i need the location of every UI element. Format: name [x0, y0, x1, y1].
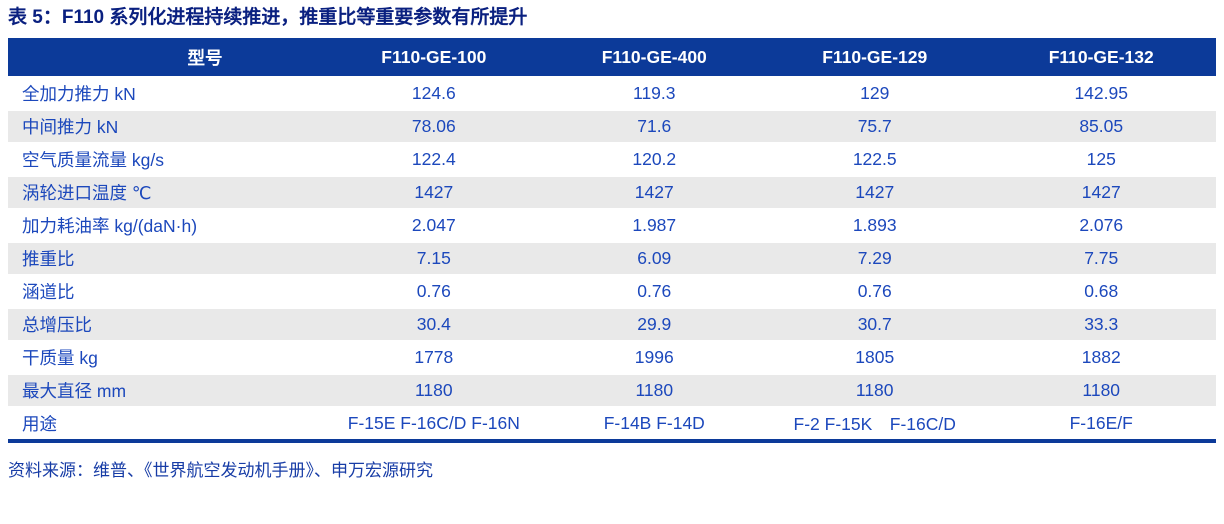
cell: 129 [762, 76, 987, 111]
cell: 33.3 [986, 307, 1216, 342]
row-label: 空气质量流量 kg/s [8, 142, 323, 177]
table-row: 涡轮进口温度 ℃ 1427 1427 1427 1427 [8, 175, 1216, 210]
column-header-model: 型号 [8, 38, 323, 77]
cell: 122.5 [762, 142, 987, 177]
cell: 1778 [322, 340, 546, 375]
cell: 1180 [545, 373, 763, 408]
cell: 78.06 [322, 109, 546, 144]
cell: 1.987 [545, 208, 763, 243]
column-header-f110-ge-100: F110-GE-100 [322, 38, 546, 77]
table-row: 干质量 kg 1778 1996 1805 1882 [8, 340, 1216, 375]
cell: 0.76 [322, 274, 546, 309]
cell: F-2 F-15K F-16C/D [762, 406, 987, 442]
table-header-row: 型号 F110-GE-100 F110-GE-400 F110-GE-129 F… [8, 38, 1216, 77]
cell: 1180 [986, 373, 1216, 408]
cell: 125 [986, 142, 1216, 177]
table-row: 中间推力 kN 78.06 71.6 75.7 85.05 [8, 109, 1216, 144]
cell: 29.9 [545, 307, 763, 342]
column-header-f110-ge-129: F110-GE-129 [762, 38, 987, 77]
row-label: 用途 [8, 406, 323, 442]
cell: 7.75 [986, 241, 1216, 276]
cell: 0.76 [545, 274, 763, 309]
cell: 2.047 [322, 208, 546, 243]
cell: 7.29 [762, 241, 987, 276]
cell: 85.05 [986, 109, 1216, 144]
row-label: 总增压比 [8, 307, 323, 342]
row-label: 涵道比 [8, 274, 323, 309]
cell: 122.4 [322, 142, 546, 177]
table-row: 用途 F-15E F-16C/D F-16N F-14B F-14D F-2 F-15… [8, 406, 1216, 442]
cell: 1427 [545, 175, 763, 210]
row-label: 最大直径 mm [8, 373, 323, 408]
row-label: 中间推力 kN [8, 109, 323, 144]
cell: 1805 [762, 340, 987, 375]
table-row: 最大直径 mm 1180 1180 1180 1180 [8, 373, 1216, 408]
column-header-f110-ge-400: F110-GE-400 [545, 38, 763, 77]
table-row: 全加力推力 kN 124.6 119.3 129 142.95 [8, 76, 1216, 111]
cell: 0.76 [762, 274, 987, 309]
row-label: 全加力推力 kN [8, 76, 323, 111]
cell: 71.6 [545, 109, 763, 144]
cell: F-15E F-16C/D F-16N [322, 406, 546, 442]
cell: 1882 [986, 340, 1216, 375]
cell: 1180 [762, 373, 987, 408]
row-label: 加力耗油率 kg/(daN·h) [8, 208, 323, 243]
table-row: 总增压比 30.4 29.9 30.7 33.3 [8, 307, 1216, 342]
row-label: 干质量 kg [8, 340, 323, 375]
table-body: 全加力推力 kN 124.6 119.3 129 142.95 中间推力 kN 78.06 7… [8, 76, 1216, 442]
cell: 75.7 [762, 109, 987, 144]
cell: 0.68 [986, 274, 1216, 309]
cell: 124.6 [322, 76, 546, 111]
cell: 1427 [986, 175, 1216, 210]
cell: 30.4 [322, 307, 546, 342]
source-note: 资料来源：维普、《世界航空发动机手册》、申万宏源研究 [8, 461, 433, 480]
column-header-f110-ge-132: F110-GE-132 [986, 38, 1216, 77]
table-row: 涵道比 0.76 0.76 0.76 0.68 [8, 274, 1216, 309]
cell: 142.95 [986, 76, 1216, 111]
cell: 1180 [322, 373, 546, 408]
table-title: 表 5：F110 系列化进程持续推进，推重比等重要参数有所提升 [8, 7, 528, 28]
cell: F-14B F-14D [545, 406, 763, 442]
cell: 6.09 [545, 241, 763, 276]
cell: F-16E/F [986, 406, 1216, 442]
cell: 119.3 [545, 76, 763, 111]
table-row: 推重比 7.15 6.09 7.29 7.75 [8, 241, 1216, 276]
cell: 120.2 [545, 142, 763, 177]
engine-spec-table: 型号 F110-GE-100 F110-GE-400 F110-GE-129 F… [8, 38, 1216, 443]
cell: 1.893 [762, 208, 987, 243]
row-label: 推重比 [8, 241, 323, 276]
cell: 2.076 [986, 208, 1216, 243]
table-row: 空气质量流量 kg/s 122.4 120.2 122.5 125 [8, 142, 1216, 177]
cell: 7.15 [322, 241, 546, 276]
cell: 1996 [545, 340, 763, 375]
table-row: 加力耗油率 kg/(daN·h) 2.047 1.987 1.893 2.076 [8, 208, 1216, 243]
cell: 1427 [322, 175, 546, 210]
cell: 30.7 [762, 307, 987, 342]
cell: 1427 [762, 175, 987, 210]
row-label: 涡轮进口温度 ℃ [8, 175, 323, 210]
